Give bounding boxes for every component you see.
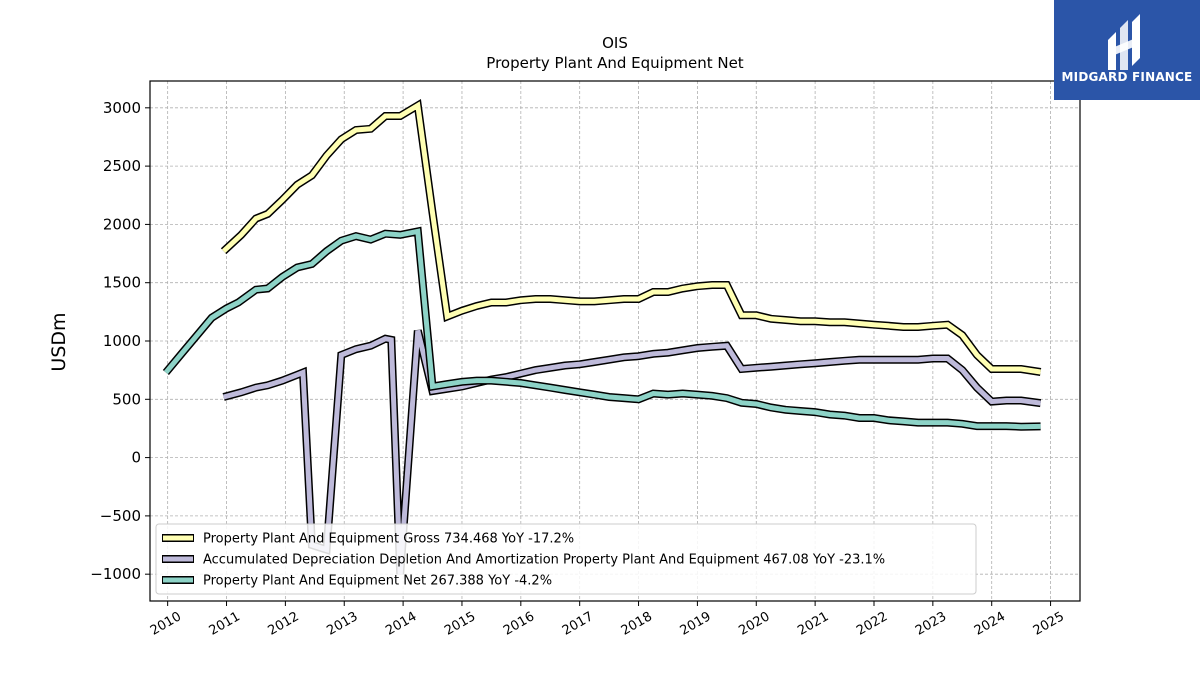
series-line-1 [222, 329, 1041, 575]
x-tick-label: 2019 [678, 609, 714, 639]
x-tick-label: 2021 [795, 609, 831, 639]
x-tick-label: 2016 [501, 609, 537, 639]
y-tick-label: 3000 [103, 99, 141, 117]
logo-text: MIDGARD FINANCE [1062, 70, 1193, 84]
y-axis-label: USDm [48, 312, 70, 371]
y-tick-label: 1500 [103, 274, 141, 292]
y-tick-label: 1000 [103, 332, 141, 350]
series-lines [162, 98, 1042, 575]
y-tick-label: 2000 [103, 215, 141, 233]
x-tick-label: 2024 [972, 609, 1008, 639]
x-tick-label: 2023 [913, 609, 949, 639]
legend-label: Accumulated Depreciation Depletion And A… [203, 553, 885, 568]
x-tick-label: 2015 [442, 609, 478, 639]
x-tick-label: 2018 [619, 609, 655, 639]
logo-mark-icon [1108, 14, 1140, 70]
grid-lines [150, 81, 1080, 601]
legend-label: Property Plant And Equipment Net 267.388… [203, 574, 552, 589]
y-tick-label: 500 [112, 390, 141, 408]
y-tick-label: 0 [131, 449, 141, 467]
y-tick-label: −500 [100, 507, 141, 525]
y-axis-ticks: 3000 2500 2000 1500 1000 500 0 −500 −1000 [90, 99, 150, 583]
x-tick-label: 2014 [383, 609, 419, 639]
legend-box [155, 523, 977, 595]
x-tick-label: 2012 [266, 609, 302, 639]
legend: Property Plant And Equipment Gross 734.4… [155, 523, 977, 595]
x-tick-label: 2025 [1031, 609, 1067, 639]
x-tick-label: 2011 [207, 609, 243, 639]
chart-title: OIS [602, 34, 628, 52]
y-tick-label: −1000 [90, 565, 141, 583]
x-axis-ticks: 2010 2011 2012 2013 2014 2015 2016 2017 2018 2019… [148, 601, 1067, 639]
series-line-2 [163, 228, 1041, 430]
series-line-0 [221, 101, 1041, 375]
brand-logo: MIDGARD FINANCE [1054, 0, 1200, 100]
x-tick-label: 2010 [148, 609, 184, 639]
x-tick-label: 2020 [736, 609, 772, 639]
x-tick-label: 2017 [560, 609, 596, 639]
x-tick-label: 2013 [324, 609, 360, 639]
chart-subtitle: Property Plant And Equipment Net [486, 54, 743, 72]
legend-label: Property Plant And Equipment Gross 734.4… [203, 532, 574, 547]
y-tick-label: 2500 [103, 157, 141, 175]
x-tick-label: 2022 [854, 609, 890, 639]
